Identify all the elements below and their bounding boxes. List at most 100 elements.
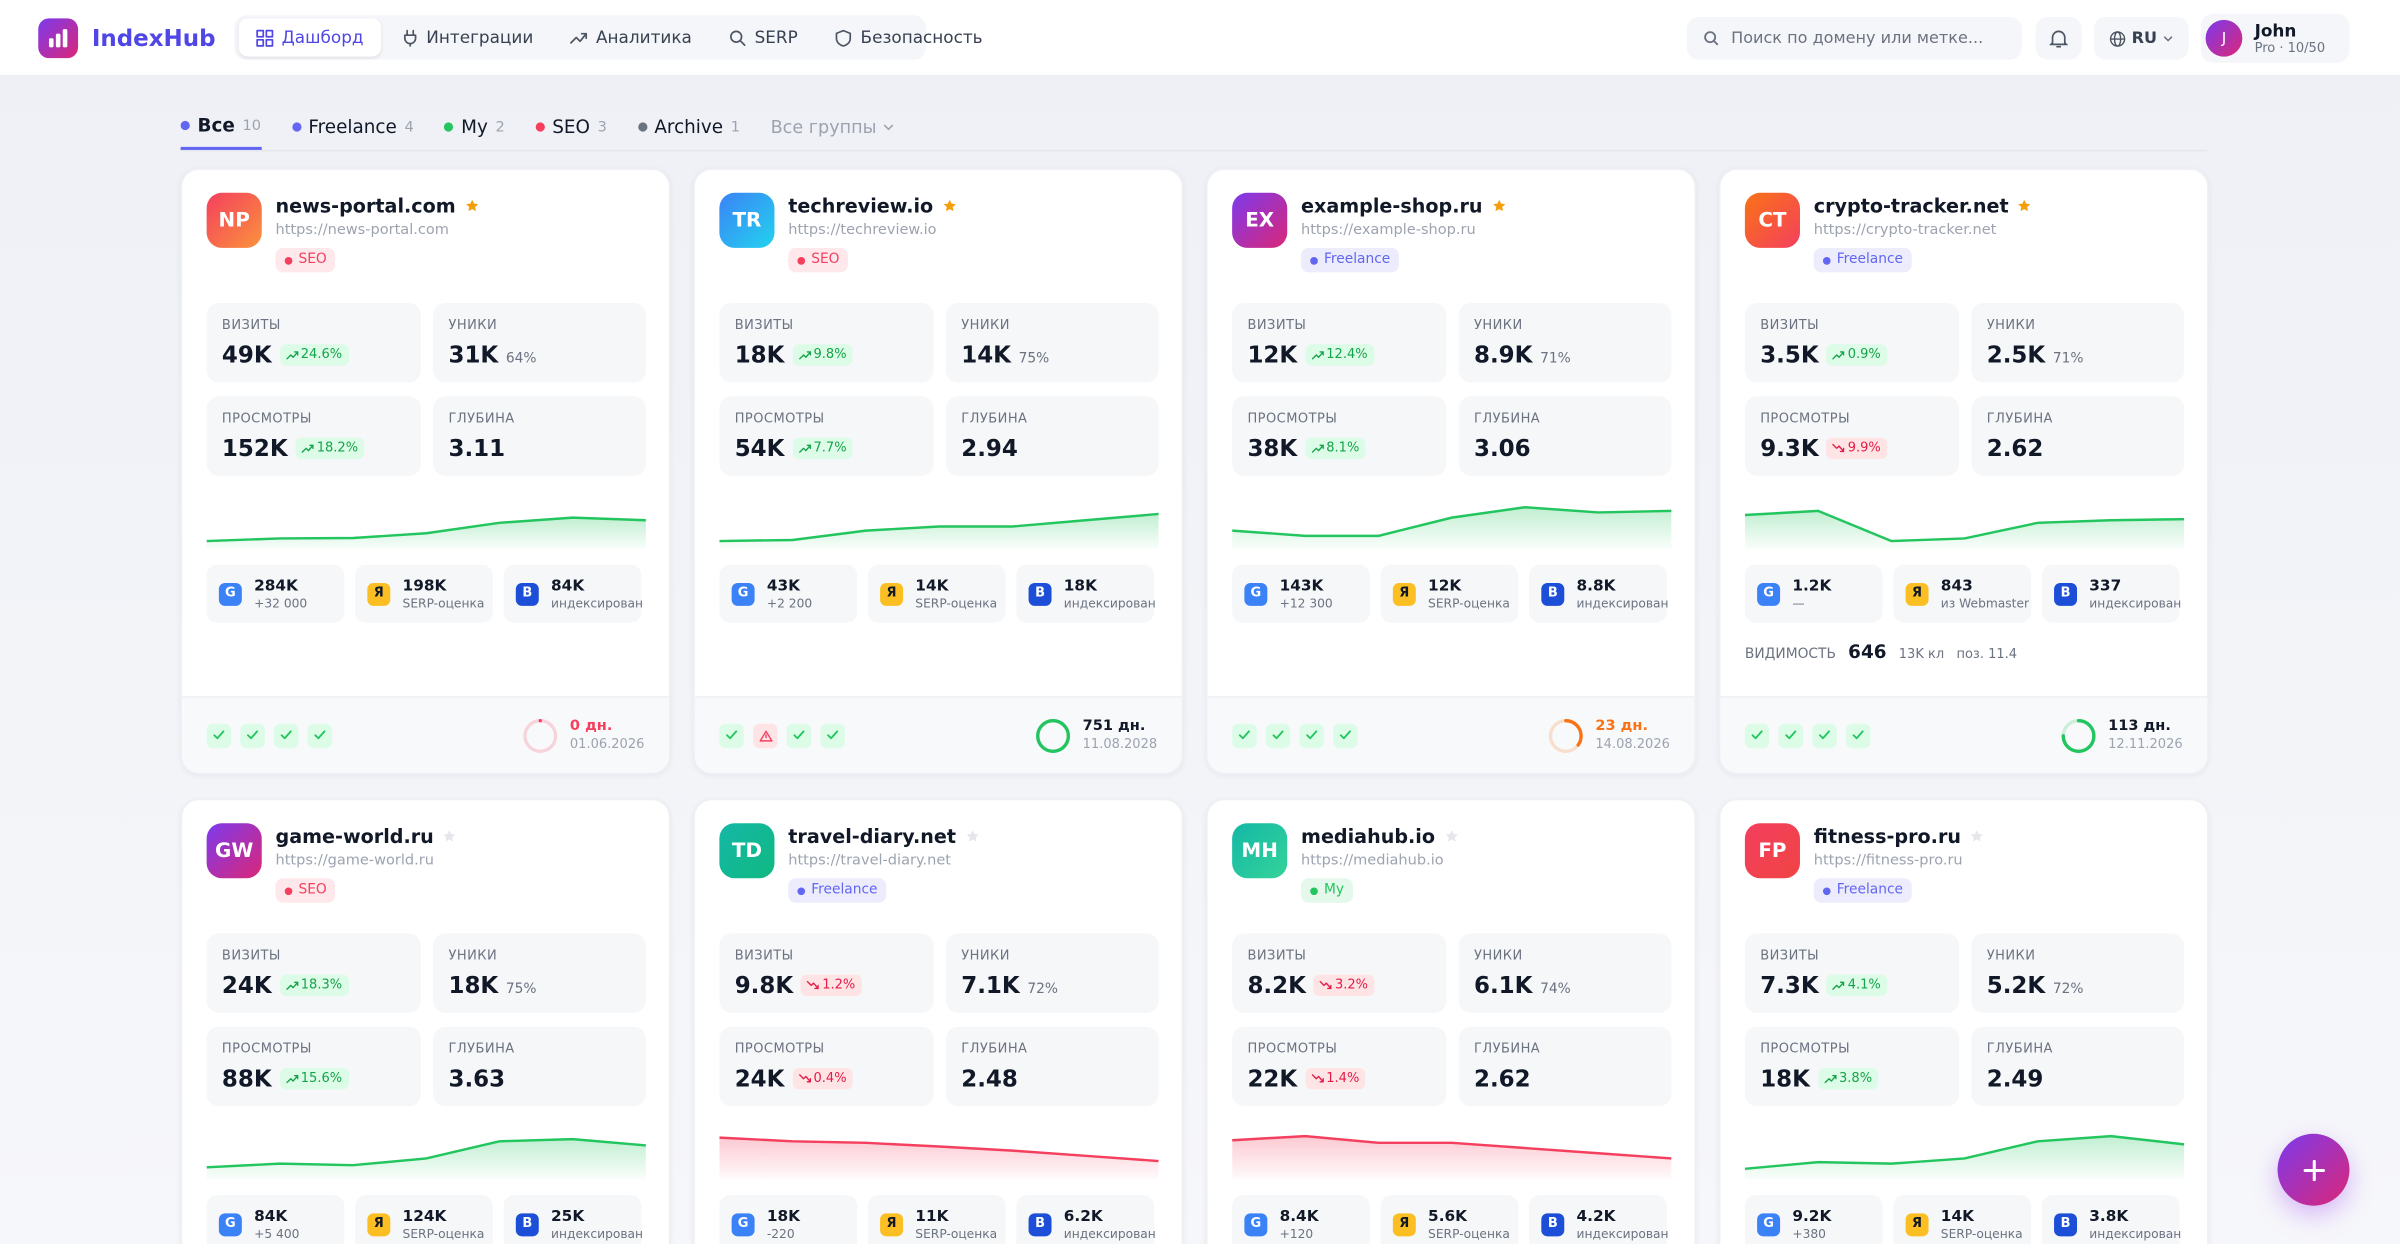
card-body: NP news-portal.com https://news-portal.com… — [182, 170, 669, 623]
search-icon — [1704, 31, 1719, 46]
source-value: 12K — [1428, 577, 1462, 595]
domain-row: travel-diary.net — [788, 825, 979, 848]
nav-label: Аналитика — [596, 27, 692, 48]
site-card[interactable]: EX example-shop.ru https://example-shop.ru… — [1206, 168, 1696, 775]
source-text: 11K SERP-оценка — [915, 1208, 997, 1240]
metric: УНИКИ 2.5K 71% — [1971, 302, 2185, 383]
notifications[interactable] — [2035, 16, 2082, 60]
expiry-date: 12.11.2026 — [2108, 737, 2183, 753]
nav-item[interactable]: Интеграции — [383, 18, 550, 56]
site-card[interactable]: CT crypto-tracker.net https://crypto-track… — [1718, 168, 2209, 775]
source-text: 8.4K +120 — [1280, 1208, 1319, 1240]
tab[interactable]: Все 10 — [180, 104, 261, 150]
metric-value-row: 9.8K 1.2% — [735, 972, 919, 999]
visibility-clicks: 13K кл — [1898, 647, 1945, 663]
source: Я 14K SERP-оценка — [867, 564, 1006, 623]
metric-value: 14K — [961, 341, 1011, 369]
site-info: crypto-tracker.net https://crypto-tracker… — [1813, 193, 2032, 303]
site-card[interactable]: MH mediahub.io https://mediahub.io My ВИЗИТЫ… — [1206, 798, 1696, 1244]
change-text: 9.9% — [1847, 440, 1881, 456]
nav-item[interactable]: Дашборд — [238, 18, 381, 57]
tab[interactable]: My 2 — [444, 104, 505, 150]
source-value: 337 — [2089, 577, 2122, 595]
sparkline-area — [1744, 1136, 2185, 1180]
icon — [256, 28, 274, 46]
metric-label: ГЛУБИНА — [1473, 1041, 1541, 1058]
tab[interactable]: SEO 3 — [535, 104, 607, 150]
metric: ГЛУБИНА 2.62 — [1458, 1026, 1672, 1107]
metric-change: 9.9% — [1826, 437, 1887, 460]
source: B 6.2K индексирован — [1016, 1195, 1156, 1244]
metric-label: ВИЗИТЫ — [1247, 318, 1307, 334]
change-text: 3.8% — [1839, 1071, 1873, 1087]
chevron — [2164, 35, 2173, 41]
metric-value: 3.63 — [448, 1064, 506, 1093]
sparkline-line — [1232, 505, 1672, 538]
spacer — [182, 623, 669, 696]
check-ok — [1333, 722, 1358, 748]
user-name: John — [2254, 20, 2297, 41]
site-info: techreview.io https://techreview.io SEO — [788, 193, 956, 303]
source-value: 124K — [402, 1208, 447, 1225]
site-card[interactable]: FP fitness-pro.ru https://fitness-pro.ru Fr… — [1718, 798, 2209, 1244]
metric-label: УНИКИ — [1473, 948, 1523, 964]
domain-row: game-world.ru — [276, 825, 457, 848]
sparkline — [1232, 505, 1672, 550]
source-icon: G — [731, 582, 755, 606]
metric-value: 2.48 — [961, 1064, 1018, 1093]
sparkline-line — [719, 1136, 1159, 1163]
user-menu[interactable]: J John Pro · 10/50 — [2201, 13, 2350, 63]
star — [1492, 199, 1505, 212]
tag-dot — [1310, 256, 1318, 264]
metric-value: 18K — [1760, 1064, 1810, 1093]
site-card[interactable]: TD travel-diary.net https://travel-diary.n… — [693, 798, 1184, 1244]
source-value: 25K — [551, 1208, 585, 1225]
sources: G 284K +32 000 Я 198K SERP-оценка B 84K индексир… — [206, 564, 645, 623]
nav-item[interactable]: SERP — [712, 18, 815, 56]
nav-item[interactable]: Аналитика — [553, 18, 708, 56]
tab-dot — [535, 122, 545, 132]
change-text: 15.6% — [300, 1071, 343, 1087]
nav-item[interactable]: Безопасность — [818, 18, 1000, 56]
sparkline — [206, 516, 646, 550]
header: IndexHub Дашборд Интеграции Аналитика SERP Б… — [0, 0, 2400, 77]
sources: G 143K +12 300 Я 12K SERP-оценка B 8.8K индексир… — [1232, 564, 1670, 623]
icon-path — [280, 730, 292, 740]
metric-label: ГЛУБИНА — [961, 1041, 1028, 1058]
metric-value: 5.2K — [1986, 971, 2046, 1000]
group-filter[interactable]: Все группы — [771, 104, 894, 150]
icon — [1823, 1074, 1836, 1084]
brand[interactable]: IndexHub — [38, 18, 216, 59]
site-card[interactable]: TR techreview.io https://techreview.io SEO В… — [693, 168, 1184, 775]
spacer — [1720, 678, 2207, 696]
metrics: ВИЗИТЫ 8.2K 3.2% УНИКИ 6.1K 74% ПРОСМОТРЫ 22K 1.… — [1232, 933, 1672, 1107]
source-text: 143K +12 300 — [1280, 578, 1333, 610]
check-ok — [1845, 722, 1871, 748]
source-icon: G — [218, 582, 242, 606]
source-note: +380 — [1792, 1226, 1826, 1241]
add-site-button[interactable] — [2277, 1133, 2350, 1206]
site-tag: Freelance — [1813, 247, 1913, 273]
tab[interactable]: Archive 1 — [637, 104, 740, 150]
site-avatar: EX — [1232, 192, 1288, 248]
language[interactable]: RU — [2093, 16, 2189, 60]
source: G 8.4K +120 — [1232, 1195, 1370, 1244]
source-icon: Я — [1392, 582, 1416, 606]
source-icon: B — [2054, 1212, 2078, 1236]
metric-value-row: 8.9K 71% — [1474, 341, 1656, 369]
metric-label: ПРОСМОТРЫ — [1247, 411, 1338, 427]
search[interactable]: Поиск по домену или метке... — [1686, 16, 2022, 60]
tab-dot — [180, 120, 190, 131]
visibility-value: 646 — [1848, 641, 1887, 663]
tab[interactable]: Freelance 4 — [291, 104, 414, 150]
site-card[interactable]: GW game-world.ru https://game-world.ru SEO В… — [180, 798, 671, 1244]
metric-label: ВИЗИТЫ — [734, 948, 794, 964]
site-card[interactable]: NP news-portal.com https://news-portal.com… — [180, 168, 671, 775]
metric: УНИКИ 6.1K 74% — [1458, 933, 1672, 1013]
expiry-ring — [1549, 718, 1584, 753]
icon-path — [1818, 730, 1830, 740]
card-body: MH mediahub.io https://mediahub.io My ВИЗИТЫ… — [1208, 800, 1695, 1244]
metric-change: 24.6% — [279, 344, 349, 366]
metric-value-row: 54K 7.7% — [735, 435, 919, 462]
metric-change: 18.3% — [279, 974, 349, 997]
